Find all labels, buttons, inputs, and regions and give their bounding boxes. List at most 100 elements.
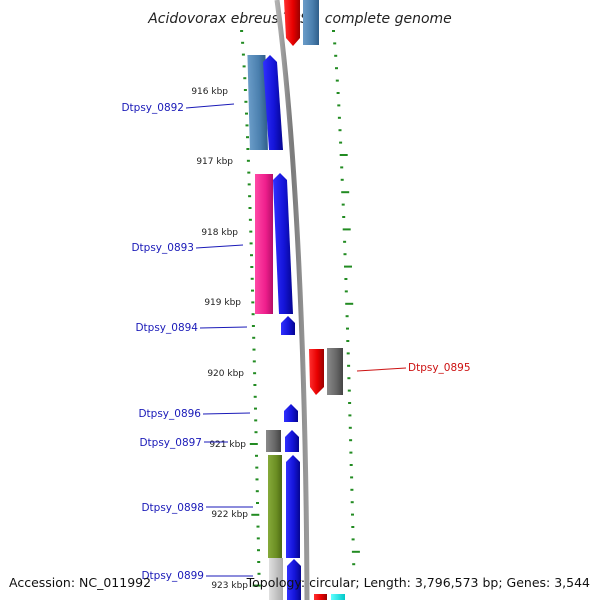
gene-arrow-dtpsy-0897[interactable] <box>285 430 299 452</box>
outer-ring-tick <box>335 79 339 82</box>
cog-bar-dtpsy-0892[interactable] <box>247 55 268 150</box>
inner-ring-tick <box>249 230 253 233</box>
cog-bar-bottom-minus[interactable] <box>331 594 345 600</box>
inner-ring-tick <box>243 89 247 91</box>
outer-ring-tick <box>337 116 341 119</box>
kbp-label-916: 916 kbp <box>191 87 228 97</box>
outer-ring-tick <box>346 340 350 342</box>
inner-ring-tick <box>251 289 254 292</box>
scale-labels: 916 kbp 917 kbp 918 kbp 919 kbp 920 kbp … <box>191 87 248 591</box>
inner-ring-tick <box>257 549 260 552</box>
inner-ring-tick <box>247 171 251 174</box>
outer-ring-tick <box>348 426 352 429</box>
outer-ring-tick <box>347 389 351 392</box>
outer-ring-tick <box>344 278 348 280</box>
inner-ring-tick <box>247 183 251 186</box>
outer-ring-tick <box>335 67 338 70</box>
gene-arrow-dtpsy-0894[interactable] <box>281 316 295 335</box>
inner-ring-tick <box>241 53 245 56</box>
gene-arrow-dtpsy-0895[interactable] <box>309 349 324 395</box>
gene-label-dtpsy-0894[interactable]: Dtpsy_0894 <box>135 322 198 334</box>
outer-ring-tick <box>342 228 351 231</box>
gene-label-dtpsy-0898[interactable]: Dtpsy_0898 <box>141 502 204 514</box>
outer-ring-tick <box>351 538 355 541</box>
kbp-label-921: 921 kbp <box>209 440 246 450</box>
inner-ring-tick <box>254 407 257 410</box>
gene-label-dtpsy-0895[interactable]: Dtpsy_0895 <box>408 362 471 374</box>
outer-ring-tick <box>352 563 356 566</box>
cog-bar-dtpsy-0893[interactable] <box>255 174 273 314</box>
outer-ring-tick <box>351 513 354 516</box>
inner-ring-tick <box>248 195 252 198</box>
kbp-label-922: 922 kbp <box>211 510 248 520</box>
inner-ring-tick <box>255 454 258 457</box>
inner-ring-tick <box>252 348 256 351</box>
outer-ring-tick <box>333 42 337 45</box>
inner-ring-tick <box>255 466 259 469</box>
accession-text: Accession: NC_011992 <box>9 575 151 590</box>
cog-bar-dtpsy-0898[interactable] <box>268 455 282 558</box>
gene-arrow-dtpsy-0896[interactable] <box>284 404 298 422</box>
kbp-label-920: 920 kbp <box>207 369 244 379</box>
inner-ring-tick <box>254 419 258 422</box>
inner-ring-tick <box>251 513 260 516</box>
inner-ring-tick <box>246 148 250 150</box>
gene-arrow-dtpsy-0898[interactable] <box>286 455 300 558</box>
inner-ring-tick <box>248 218 252 221</box>
gene-arrow-dtpsy-0899[interactable] <box>287 559 301 600</box>
outer-ring-tick <box>343 240 347 243</box>
gene-label-dtpsy-0896[interactable]: Dtpsy_0896 <box>138 408 201 420</box>
inner-ring-tick <box>249 242 253 245</box>
cog-bar-dtpsy-0895[interactable] <box>327 348 343 395</box>
outer-ring-tick <box>349 439 353 442</box>
inner-ring-tick <box>250 254 253 257</box>
gene-arrow-dtpsy-0892[interactable] <box>263 55 283 150</box>
inner-ring-tick <box>251 313 255 316</box>
inner-ring-tick <box>256 537 260 540</box>
inner-ring-tick <box>244 100 248 103</box>
outer-ring-tick <box>350 501 354 504</box>
gene-arrow-top-minus[interactable] <box>284 0 300 46</box>
outer-ring-tick <box>345 315 349 318</box>
gene-labels: Dtpsy_0892 Dtpsy_0893 Dtpsy_0894 Dtpsy_0… <box>121 102 470 582</box>
inner-ring-tick <box>241 41 245 44</box>
cog-bar-top-minus[interactable] <box>303 0 319 45</box>
outer-ring-tick <box>340 178 344 181</box>
inner-ring-tick <box>250 277 254 280</box>
chromosome-backbone <box>274 0 310 600</box>
inner-ring-tick <box>255 490 259 493</box>
outer-ring-tick <box>349 451 353 454</box>
outer-ring-tick <box>350 488 354 491</box>
outer-ring-tick <box>339 154 348 156</box>
inner-ring-tick <box>257 572 261 575</box>
cog-bar-dtpsy-0897[interactable] <box>266 430 281 452</box>
outer-ring-tick <box>351 550 360 553</box>
gene-arrow-bottom-minus[interactable] <box>314 594 327 600</box>
gene-label-dtpsy-0893[interactable]: Dtpsy_0893 <box>131 242 194 254</box>
gene-arrow-dtpsy-0893[interactable] <box>273 173 293 314</box>
inner-ring-tick <box>257 561 261 563</box>
gene-label-dtpsy-0897[interactable]: Dtpsy_0897 <box>139 437 202 449</box>
inner-ring-tick <box>245 124 249 127</box>
outer-ring-tick <box>348 402 352 404</box>
outer-ring-tick <box>339 141 343 144</box>
outer-ring-tick <box>345 302 354 305</box>
topology-text: Topology: circular; Length: 3,796,573 bp… <box>246 575 590 590</box>
inner-ring-tick <box>256 525 260 528</box>
label-leader-lines <box>185 103 407 577</box>
outer-ring-tick <box>350 476 354 479</box>
outer-ring-tick <box>344 290 348 293</box>
kbp-label-917: 917 kbp <box>196 157 233 167</box>
kbp-label-919: 919 kbp <box>204 298 241 308</box>
outer-ring-tick <box>341 191 350 194</box>
gene-label-dtpsy-0899[interactable]: Dtpsy_0899 <box>141 570 204 582</box>
inner-ring-tick <box>252 336 256 339</box>
outer-ring-tick <box>344 265 352 268</box>
inner-ring-tick <box>256 502 259 504</box>
position-tick-marks <box>240 30 360 587</box>
cog-bar-dtpsy-0899[interactable] <box>269 558 283 600</box>
outer-ring-tick <box>348 414 352 417</box>
gene-label-dtpsy-0892[interactable]: Dtpsy_0892 <box>121 102 184 114</box>
